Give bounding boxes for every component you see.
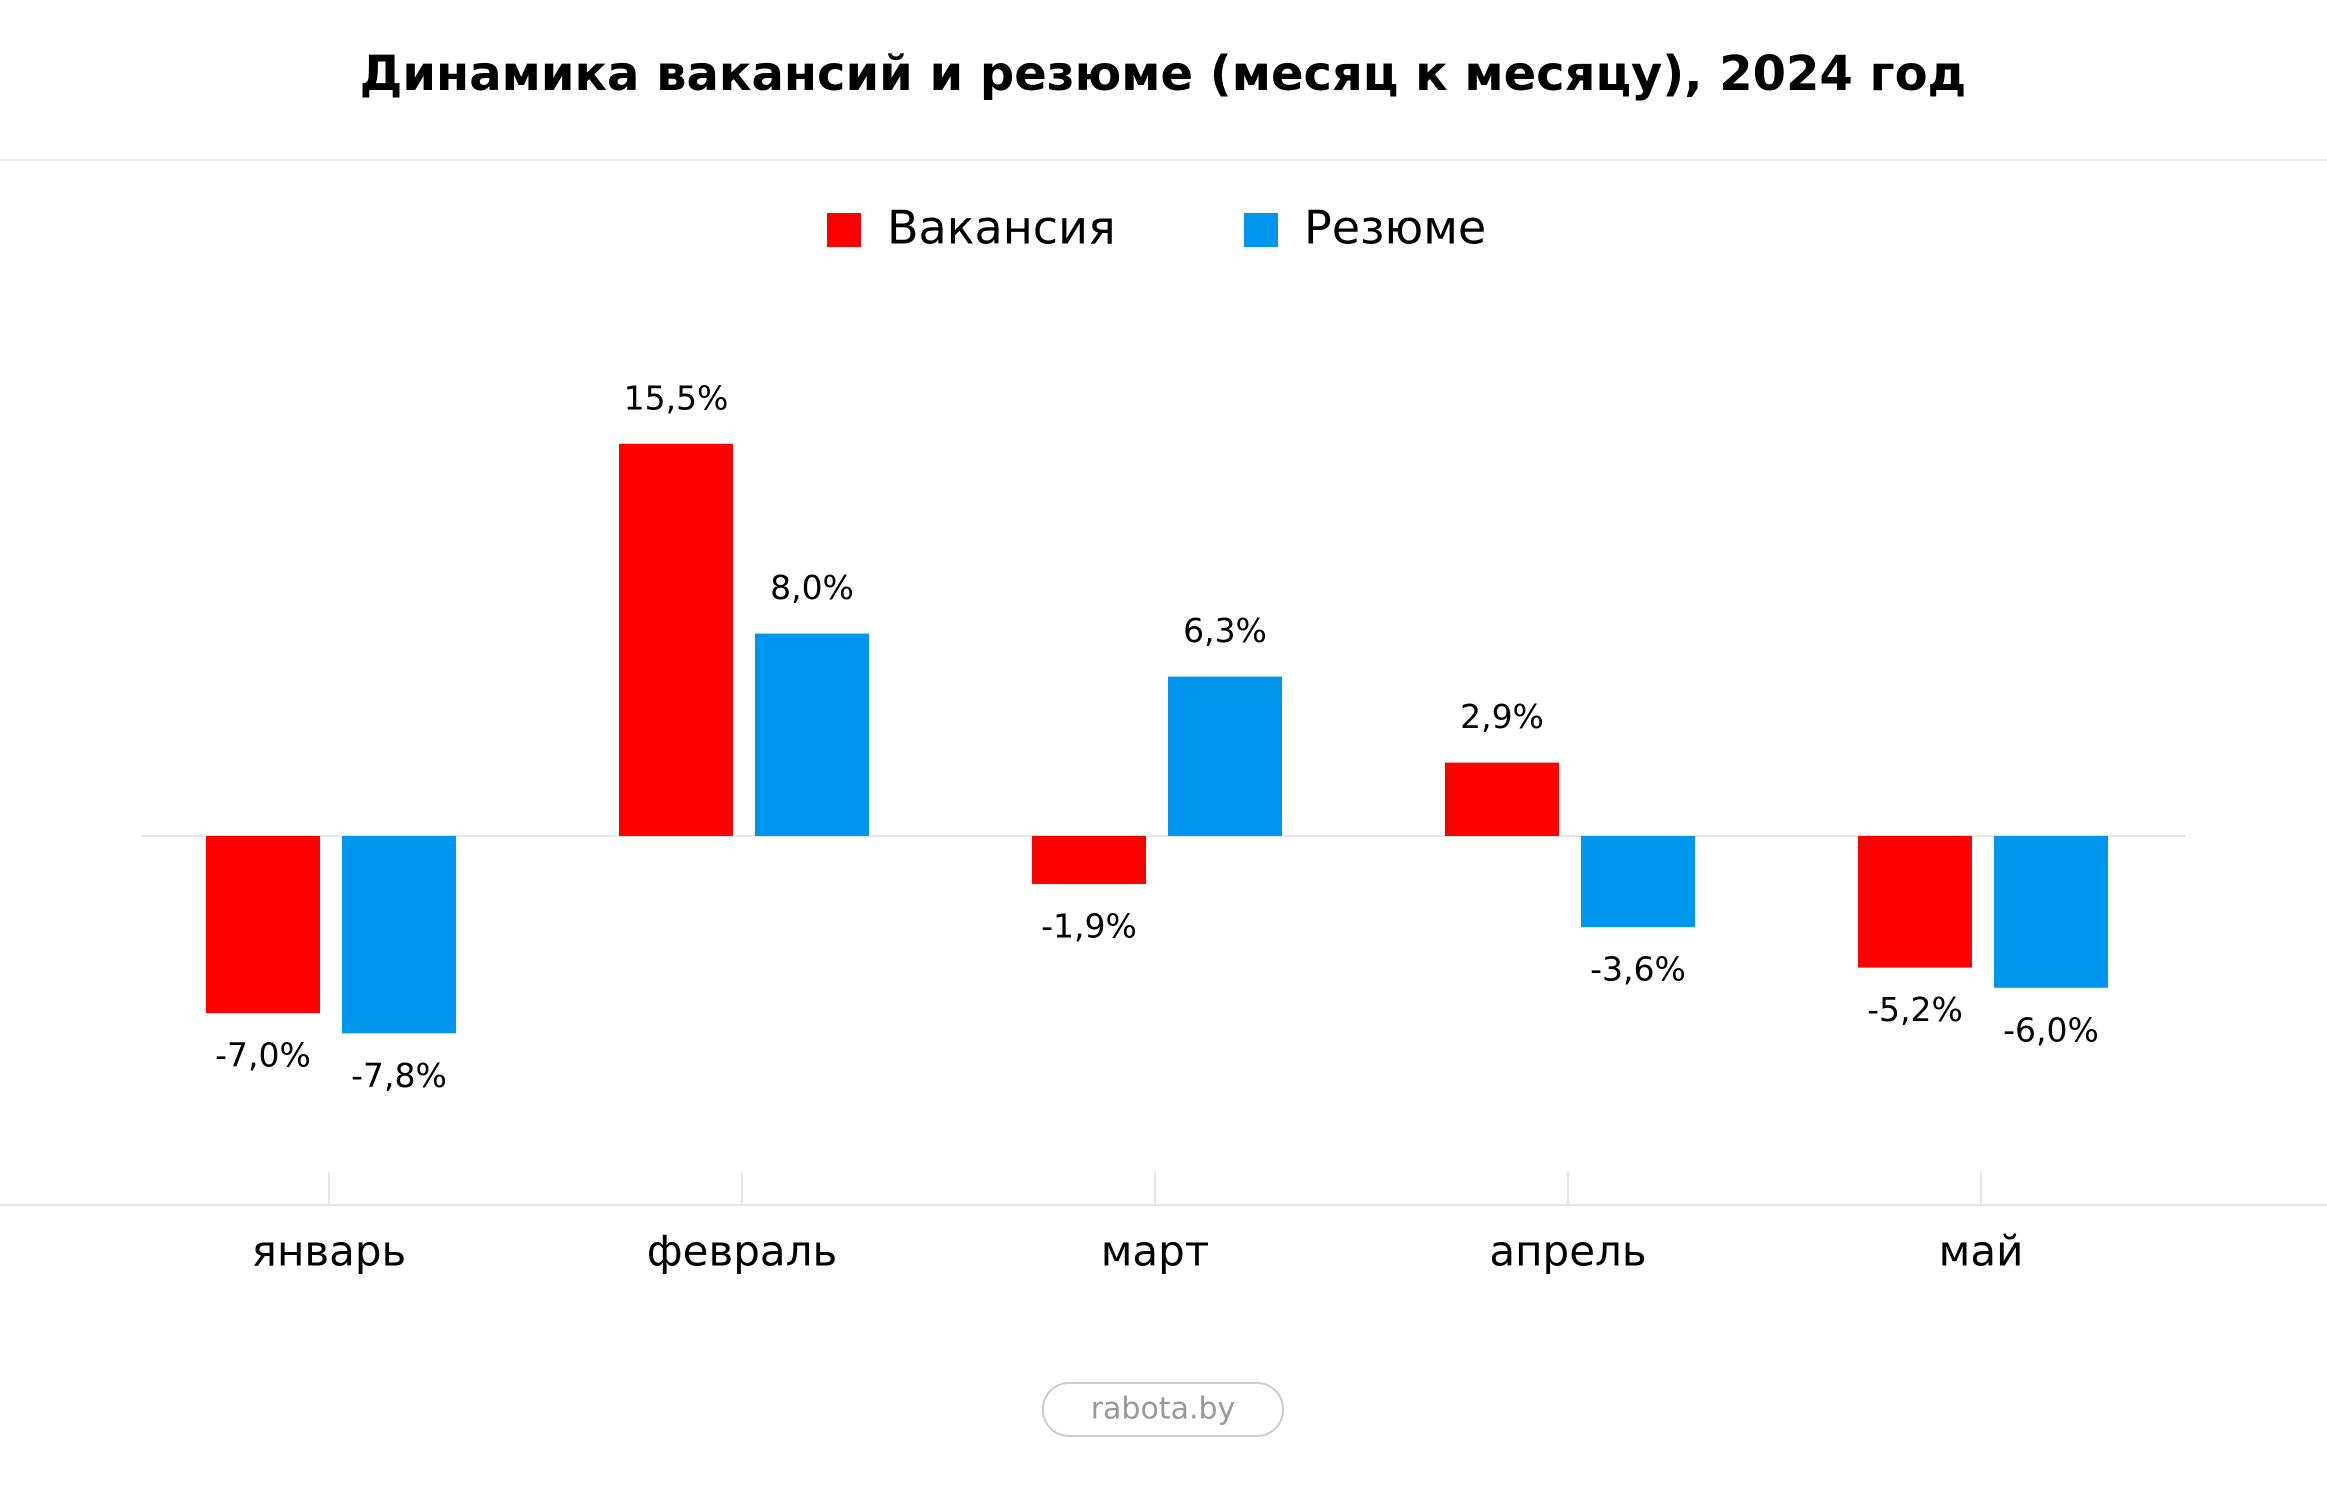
- bar: [755, 633, 869, 836]
- x-tick-label: март: [1101, 1227, 1210, 1276]
- legend-swatch: [827, 213, 861, 247]
- bar: [1858, 836, 1972, 968]
- x-tick-label: май: [1939, 1227, 2024, 1276]
- legend-label: Резюме: [1304, 201, 1486, 255]
- bar: [342, 836, 456, 1034]
- value-label: 15,5%: [624, 378, 729, 417]
- value-label: 6,3%: [1183, 611, 1267, 650]
- value-label: 2,9%: [1460, 697, 1544, 736]
- value-label: -3,6%: [1590, 950, 1686, 989]
- x-tick-label: апрель: [1489, 1227, 1646, 1276]
- x-tick-label: февраль: [647, 1227, 838, 1276]
- bar: [1032, 836, 1146, 885]
- bar: [206, 836, 320, 1014]
- value-label: -7,8%: [351, 1056, 447, 1095]
- legend-label: Вакансия: [887, 201, 1116, 255]
- source-pill: [1042, 1382, 1284, 1437]
- bar: [1994, 836, 2108, 988]
- bar: [1445, 762, 1559, 836]
- value-label: -1,9%: [1041, 907, 1137, 946]
- value-label: -6,0%: [2003, 1010, 2099, 1049]
- x-tick-label: январь: [252, 1227, 407, 1276]
- value-label: 8,0%: [770, 568, 854, 607]
- value-label: -5,2%: [1867, 990, 1963, 1029]
- legend-swatch: [1244, 213, 1278, 247]
- value-label: -7,0%: [215, 1036, 311, 1075]
- bar: [1581, 836, 1695, 928]
- source: rabota.by: [1091, 1392, 1236, 1427]
- bar: [1168, 676, 1282, 836]
- chart-title: Динамика вакансий и резюме (месяц к меся…: [360, 46, 1967, 102]
- bar: [619, 443, 733, 836]
